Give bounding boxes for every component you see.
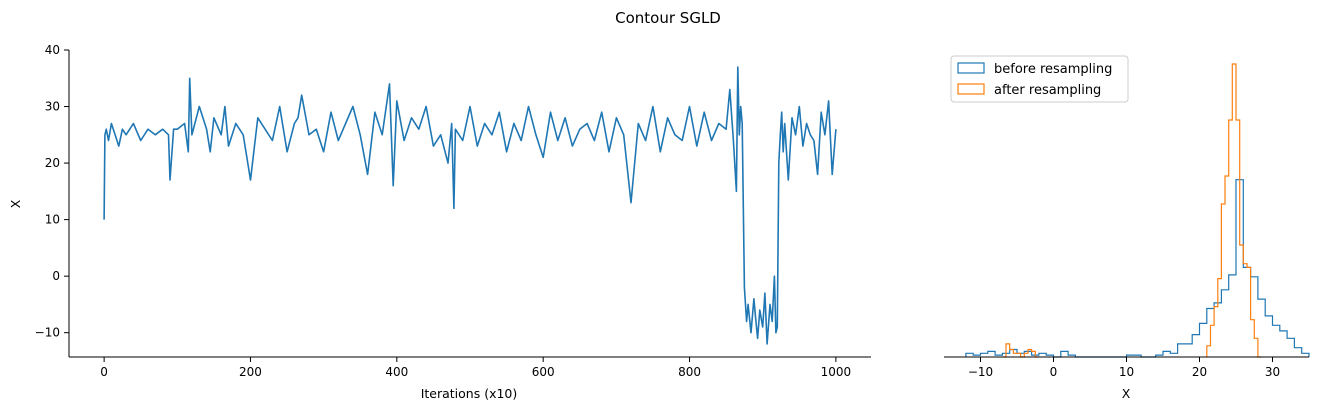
histogram-x-tick-label: −10: [968, 365, 993, 379]
histogram-before-resampling: [965, 179, 1310, 358]
histogram-x-tick-label: 0: [1050, 365, 1058, 379]
trace-x-tick-label: 1000: [821, 365, 852, 379]
histogram-x-tick-label: 10: [1119, 365, 1134, 379]
trace-x-tick-label: 0: [100, 365, 108, 379]
trace-y-tick-label: 20: [45, 156, 60, 170]
legend-swatch-after: [957, 83, 985, 95]
trace-x-tick-label: 400: [385, 365, 408, 379]
legend-swatch-before: [957, 62, 985, 74]
trace-x-tick-label: 200: [239, 365, 262, 379]
trace-x-axis-label: Iterations (x10): [421, 386, 518, 401]
trace-y-tick-label: 40: [45, 43, 60, 57]
histogram-after-resampling: [1002, 63, 1262, 358]
histogram-x-axis-label: X: [1122, 386, 1131, 401]
figure-title: Contour SGLD: [615, 9, 721, 27]
legend: before resampling after resampling: [950, 55, 1129, 103]
trace-y-tick-label: −10: [35, 326, 60, 340]
legend-label-before: before resampling: [994, 62, 1112, 77]
trace-y-tick-label: 10: [45, 213, 60, 227]
histogram-plot: −10 0 10 20 30 X before resampling after res…: [944, 55, 1310, 401]
trace-plot: 0 200 400 600 800 1000 −10 0 10 20 30 40 Iterations…: [8, 43, 871, 401]
trace-y-tick-label: 0: [52, 269, 60, 283]
histogram-x-tick-label: 30: [1265, 365, 1280, 379]
trace-x-tick-label: 800: [678, 365, 701, 379]
trace-line: [103, 66, 837, 345]
trace-axes: 0 200 400 600 800 1000 −10 0 10 20 30 40: [35, 43, 871, 379]
histogram-x-tick-label: 20: [1192, 365, 1207, 379]
trace-y-tick-label: 30: [45, 100, 60, 114]
legend-frame: [950, 55, 1129, 103]
trace-y-axis-label: X: [8, 199, 23, 208]
trace-x-tick-label: 600: [532, 365, 555, 379]
histogram-axes: −10 0 10 20 30: [944, 356, 1309, 379]
legend-label-after: after resampling: [994, 83, 1101, 98]
